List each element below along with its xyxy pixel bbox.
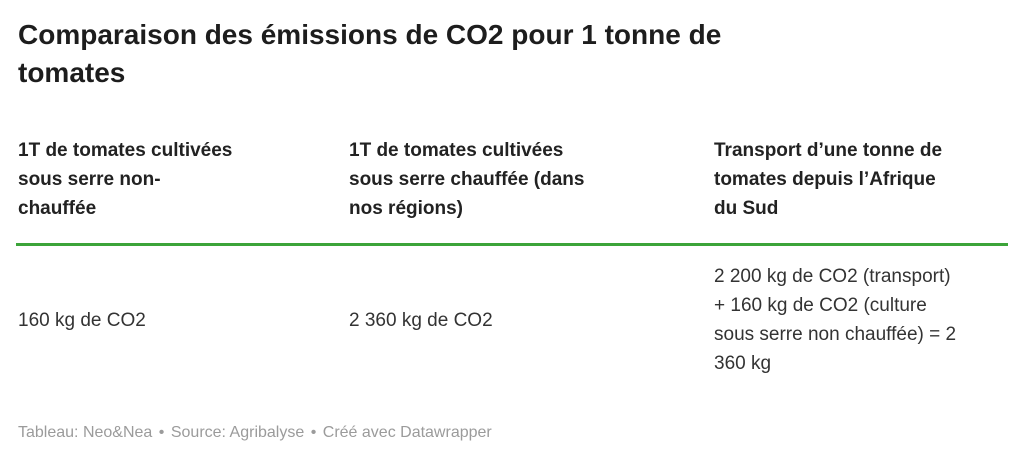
header-row: 1T de tomates cultivées sous serre non- … bbox=[16, 136, 1008, 246]
cell-serre-chauffee-value: 2 360 kg de CO2 bbox=[349, 309, 493, 331]
attribution-link[interactable]: Neo&Nea bbox=[82, 424, 153, 441]
created-with-datawrapper-link[interactable]: Créé avec Datawrapper bbox=[322, 424, 492, 441]
source-link[interactable]: Agribalyse bbox=[229, 424, 305, 441]
source-label: Source: bbox=[170, 424, 226, 441]
emissions-table: 1T de tomates cultivées sous serre non- … bbox=[16, 136, 1008, 394]
table-row: 160 kg de CO2 2 360 kg de CO2 2 200 kg d… bbox=[16, 245, 1008, 395]
attribution-label: Tableau: bbox=[18, 424, 79, 441]
cell-serre-non-chauffee-value: 160 kg de CO2 bbox=[18, 309, 146, 331]
column-header-serre-non-chauffee: 1T de tomates cultivées sous serre non- … bbox=[16, 136, 347, 246]
column-header-transport-afrique-du-sud: Transport d’une tonne de tomates depuis … bbox=[712, 136, 1008, 246]
footer-separator: • bbox=[158, 424, 165, 441]
footer-separator: • bbox=[310, 424, 317, 441]
chart-title: Comparaison des émissions de CO2 pour 1 … bbox=[18, 19, 722, 88]
footer-attribution: Tableau: Neo&Nea • Source: Agribalyse • … bbox=[18, 423, 492, 443]
cell-transport-value: 2 200 kg de CO2 (transport) + 160 kg de … bbox=[714, 266, 957, 374]
column-header-serre-chauffee: 1T de tomates cultivées sous serre chauf… bbox=[347, 136, 712, 246]
